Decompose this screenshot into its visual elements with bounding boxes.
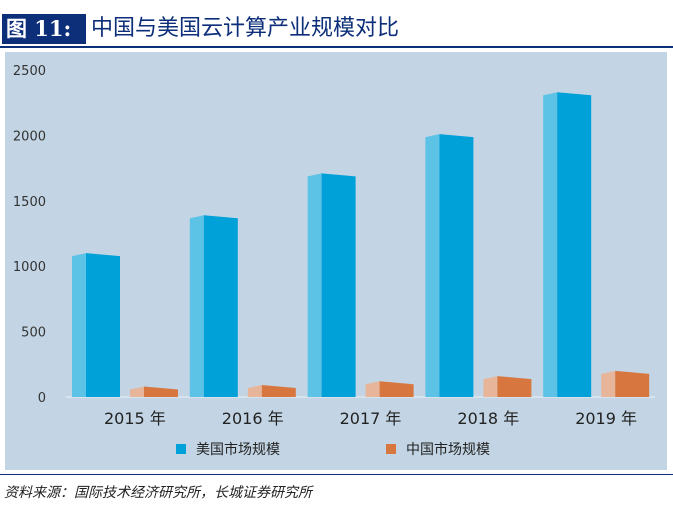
bar-side-cn xyxy=(601,370,616,397)
legend-swatch-us xyxy=(176,444,186,454)
bar-cn xyxy=(144,386,178,397)
bar-cn xyxy=(615,370,650,397)
bar-side-cn xyxy=(130,386,144,397)
y-tick-label: 500 xyxy=(21,326,46,341)
bar-cn xyxy=(379,381,414,397)
figure-title: 中国与美国云计算产业规模对比 xyxy=(91,16,400,41)
title-rule xyxy=(0,46,673,48)
y-tick-label: 1500 xyxy=(13,195,46,210)
x-tick-label: 2016 年 xyxy=(222,409,284,428)
bar-cn xyxy=(497,376,532,397)
bar-us xyxy=(86,253,120,397)
legend-swatch-cn xyxy=(386,444,396,454)
y-tick-label: 0 xyxy=(38,391,46,406)
bar-side-us xyxy=(425,134,440,398)
bottom-rule xyxy=(0,474,673,475)
bar-chart: 0 500 1000 1500 2000 2500 2015 年 2016 年 2017 年 20… xyxy=(13,64,655,428)
bar-side-cn xyxy=(247,384,262,397)
y-tick-label: 2500 xyxy=(13,64,46,79)
legend-item-us: 美国市场规模 xyxy=(176,440,280,458)
bar-us xyxy=(203,215,238,397)
x-tick-label: 2018 年 xyxy=(457,409,519,428)
y-tick-label: 2000 xyxy=(13,129,46,144)
bar-side-us xyxy=(72,253,86,397)
bar-side-cn xyxy=(365,381,380,397)
y-tick-label: 1000 xyxy=(13,260,46,275)
x-tick-label: 2015 年 xyxy=(104,409,166,428)
bar-side-us xyxy=(543,92,558,398)
bar-side-us xyxy=(307,173,322,397)
legend-label-cn: 中国市场规模 xyxy=(406,442,490,458)
x-tick-label: 2019 年 xyxy=(575,409,637,428)
legend-label-us: 美国市场规模 xyxy=(196,442,280,458)
bar-us xyxy=(321,173,356,397)
source-note: 资料来源：国际技术经济研究所，长城证券研究所 xyxy=(4,485,312,501)
bar-us xyxy=(557,92,592,398)
bar-side-us xyxy=(189,215,204,397)
figure-header: 图 11: 中国与美国云计算产业规模对比 xyxy=(0,0,673,48)
bar-side-cn xyxy=(483,376,498,397)
legend-item-cn: 中国市场规模 xyxy=(386,440,490,458)
figure-label: 图 11: xyxy=(2,14,86,44)
bar-cn xyxy=(261,384,296,397)
bar-us xyxy=(439,134,474,398)
x-tick-label: 2017 年 xyxy=(340,409,402,428)
